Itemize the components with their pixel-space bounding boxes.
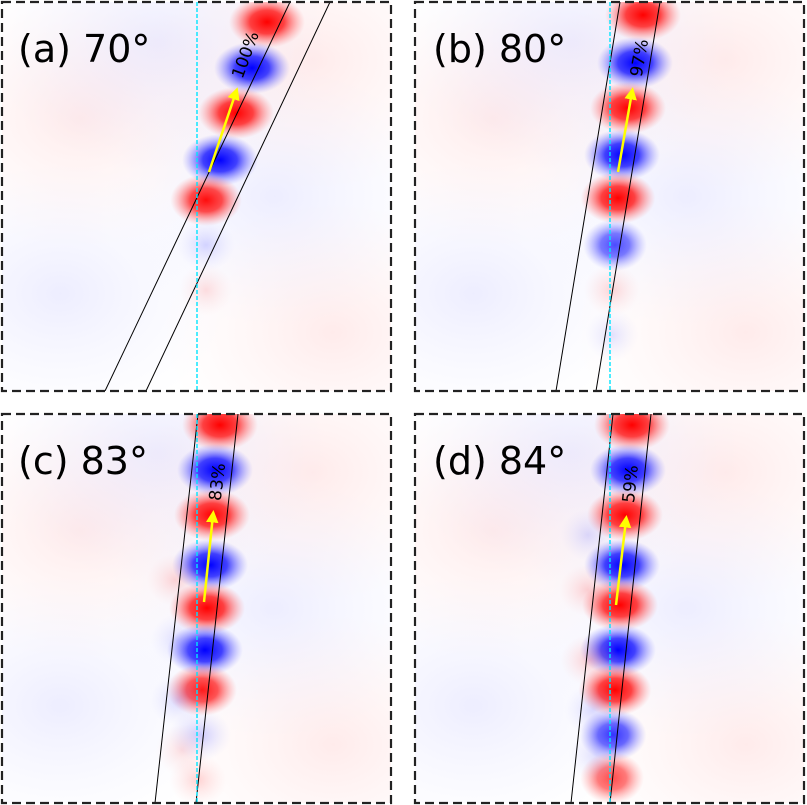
field-lobe-negative <box>583 219 647 271</box>
field-lobe-positive <box>182 414 258 451</box>
panel-b: 97%(b) 80° <box>413 0 806 393</box>
waveguide-boundary-right <box>595 2 661 391</box>
field-lobe-positive <box>560 634 620 686</box>
propagation-arrow <box>202 510 219 603</box>
panel-frame <box>0 412 393 805</box>
propagation-arrow <box>616 87 637 173</box>
field-lobe-positive <box>198 87 274 139</box>
panel-c: 83% (c) 83° <box>0 412 393 805</box>
waveguide-boundary-right <box>195 414 239 803</box>
field-lobe-negative <box>590 444 666 496</box>
panel-frame <box>413 0 806 393</box>
propagation-arrow <box>614 515 632 606</box>
waveguide-boundary-left <box>555 2 621 391</box>
panel-label: (c) 83° <box>18 439 148 483</box>
waveguide-boundary-left <box>154 414 199 803</box>
field-lobe-positive <box>170 174 242 226</box>
field-lobe-positive <box>179 264 233 316</box>
field-lobe-positive <box>580 172 656 224</box>
waveguide-boundary-left <box>570 414 614 803</box>
waveguide-boundary-right <box>145 2 331 391</box>
panel-b-field: 97%(b) 80° <box>415 2 804 391</box>
transmission-label: 59% <box>619 464 643 504</box>
panel-d-field: 59% (d) 84° <box>415 414 804 803</box>
panel-label: (a) 70° <box>18 27 150 71</box>
transmission-label: 83% <box>206 462 230 502</box>
field-lobe-negative <box>149 674 207 726</box>
field-lobe-negative <box>150 614 206 666</box>
panel-frame <box>413 412 806 805</box>
field-lobe-negative <box>177 444 253 496</box>
field-lobe-positive <box>146 554 204 606</box>
field-lobe-negative <box>560 509 616 561</box>
panel-frame <box>0 0 393 393</box>
field-lobe-positive <box>229 2 305 48</box>
field-lobe-negative <box>585 309 639 361</box>
panel-a: 100%(a) 70° <box>0 0 393 393</box>
field-lobe-positive <box>583 264 641 316</box>
field-lobe-negative <box>182 134 258 186</box>
waveguide-boundary-right <box>609 414 652 803</box>
field-lobe-positive <box>594 414 670 451</box>
field-lobe-positive <box>605 2 681 41</box>
panel-a-field: 100%(a) 70° <box>2 2 391 391</box>
field-lobe-negative <box>564 684 622 736</box>
panel-d: 59% (d) 84° <box>413 412 806 805</box>
panel-label: (d) 84° <box>433 439 566 483</box>
field-lobe-positive <box>155 724 209 776</box>
field-lobe-negative <box>177 219 235 271</box>
propagation-arrow <box>207 87 240 173</box>
field-lobe-negative <box>214 42 290 94</box>
panel-label: (b) 80° <box>433 27 566 71</box>
field-lobe-negative <box>597 37 673 89</box>
field-lobe-positive <box>559 564 617 616</box>
panel-c-field: 83% (c) 83° <box>2 414 391 803</box>
